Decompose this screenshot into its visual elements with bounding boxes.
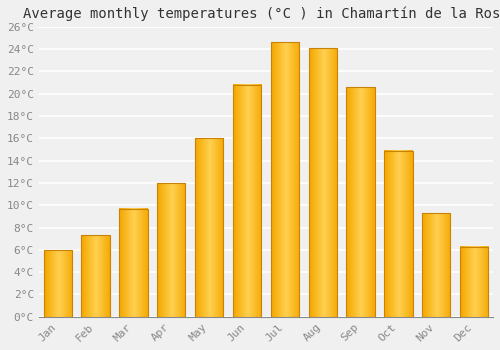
Bar [157,183,186,317]
Bar [44,250,72,317]
Title: Average monthly temperatures (°C ) in Chamartín de la Rosa: Average monthly temperatures (°C ) in Ch… [23,7,500,21]
Bar [195,138,224,317]
Bar [308,48,337,317]
Bar [82,235,110,317]
Bar [384,150,412,317]
Bar [422,213,450,317]
Bar [460,246,488,317]
Bar [119,209,148,317]
Bar [233,85,261,317]
Bar [270,42,299,317]
Bar [346,87,375,317]
